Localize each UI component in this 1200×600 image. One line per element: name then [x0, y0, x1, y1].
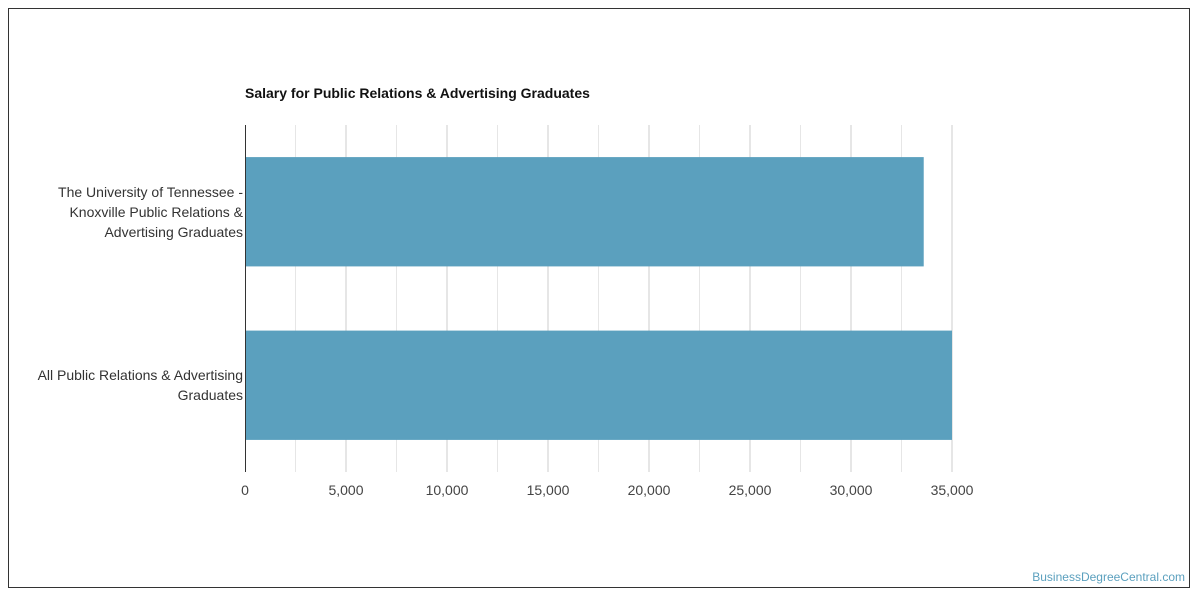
x-tick-label: 15,000: [527, 482, 570, 498]
watermark[interactable]: BusinessDegreeCentral.com: [1032, 570, 1185, 584]
category-label-line: All Public Relations & Advertising: [37, 367, 243, 384]
bar: [245, 157, 924, 267]
category-label-line: Graduates: [177, 387, 243, 404]
category-label: All Public Relations & Advertising Gradua…: [8, 365, 243, 405]
category-label-line: Advertising Graduates: [104, 223, 243, 240]
category-label: The University of Tennessee - Knoxville P…: [8, 182, 243, 242]
bar: [245, 330, 952, 440]
x-tick-label: 10,000: [426, 482, 469, 498]
x-tick-label: 0: [241, 482, 249, 498]
chart-frame: [8, 8, 1190, 588]
x-tick-label: 20,000: [628, 482, 671, 498]
x-tick-label: 25,000: [729, 482, 772, 498]
x-tick-label: 30,000: [830, 482, 873, 498]
x-tick-label: 35,000: [931, 482, 974, 498]
category-label-line: The University of Tennessee -: [58, 183, 243, 200]
category-label-line: Knoxville Public Relations &: [69, 203, 243, 220]
x-tick-label: 5,000: [328, 482, 363, 498]
chart-title: Salary for Public Relations & Advertisin…: [245, 85, 590, 101]
